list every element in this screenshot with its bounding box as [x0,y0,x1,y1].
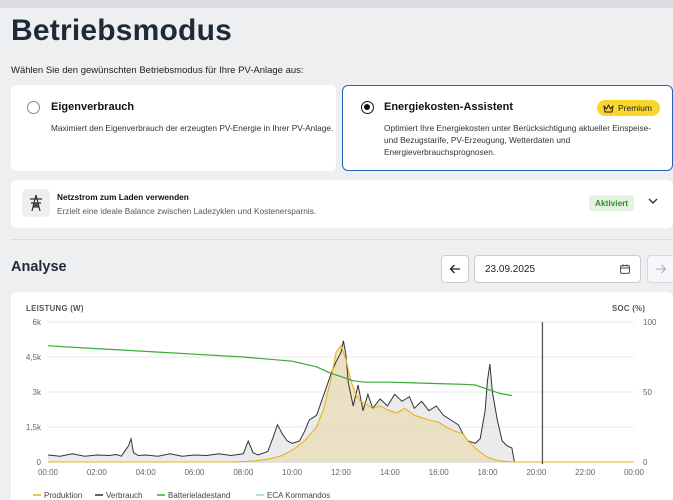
y-left-tick-label: 1,5k [26,423,42,432]
arrow-right-icon [656,264,667,274]
y-left-tick-label: 6k [33,318,42,327]
series-line-produktion [48,344,634,463]
legend-label: Produktion [44,491,82,500]
radio-energiekosten-assistent[interactable] [361,101,374,114]
mode-desc-line: Energieverbrauchsprognosen. [384,147,496,157]
x-tick-label: 16:00 [429,468,450,477]
x-tick-label: 08:00 [233,468,254,477]
x-tick-label: 22:00 [575,468,596,477]
x-tick-label: 00:00 [38,468,59,477]
grid-charge-option[interactable]: Netzstrom zum Laden verwenden Erzielt ei… [11,180,673,228]
legend-label: Batterieladestand [168,491,230,500]
y-left-tick-label: 3k [33,388,42,397]
arrow-left-icon [449,264,460,274]
series-line-batterieladestand [47,345,513,397]
x-tick-label: 14:00 [380,468,401,477]
x-tick-label: 10:00 [282,468,303,477]
mode-desc-energiekosten-assistent: Optimiert Ihre Energiekosten unter Berüc… [384,122,651,158]
grid-option-description: Erzielt eine ideale Balance zwischen Lad… [57,206,317,216]
analysis-title: Analyse [11,259,67,275]
x-tick-label: 20:00 [526,468,547,477]
mode-title-energiekosten-assistent: Energiekosten-Assistent [384,101,513,113]
premium-badge-label: Premium [617,103,652,113]
previous-day-button[interactable] [441,255,469,283]
next-day-button[interactable] [647,255,673,283]
x-tick-label: 04:00 [136,468,157,477]
premium-badge: Premium [596,100,660,116]
power-pylon-icon [30,194,42,212]
analysis-chart-card: LEISTUNG (W) SOC (%) 0 1,5k 3k 4,5k 6k 0 50 100… [11,292,673,500]
chevron-down-icon[interactable] [648,197,658,205]
x-tick-label: 12:00 [331,468,352,477]
x-tick-label: 06:00 [184,468,205,477]
legend-label: Verbrauch [106,491,142,500]
mode-card-energiekosten-assistent[interactable]: Energiekosten-Assistent Premium Optimier… [342,85,673,171]
mode-desc-eigenverbrauch: Maximiert den Eigenverbrauch der erzeugt… [51,123,334,133]
crown-icon [603,104,614,112]
y-left-tick-label: 4,5k [26,353,42,362]
y-right-tick-label: 100 [643,318,657,327]
mode-title-eigenverbrauch: Eigenverbrauch [51,101,135,113]
x-tick-label: 00:00 [624,468,645,477]
mode-desc-line: und Bezugstarife, PV-Erzeugung, Wetterda… [384,135,571,145]
page-subtitle: Wählen Sie den gewünschten Betriebsmodus… [11,65,304,76]
calendar-icon[interactable] [620,264,630,274]
grid-option-title: Netzstrom zum Laden verwenden [57,192,189,202]
section-divider [11,239,673,240]
y-axis-left-title: LEISTUNG (W) [26,304,84,313]
legend-label: ECA Kommandos [267,491,330,500]
y-left-tick-label: 0 [37,458,42,467]
date-picker-input[interactable]: 23.09.2025 [474,255,641,283]
date-value: 23.09.2025 [485,264,536,275]
mode-desc-line: Optimiert Ihre Energiekosten unter Berüc… [384,123,652,133]
radio-eigenverbrauch[interactable] [27,101,40,114]
power-chart[interactable]: 0 1,5k 3k 4,5k 6k 0 50 100 00:00 02:00 04:00 06:00 0… [11,292,673,500]
y-right-tick-label: 50 [643,388,652,397]
mode-card-eigenverbrauch[interactable]: Eigenverbrauch Maximiert den Eigenverbra… [11,85,336,171]
series-area-produktion [48,345,634,462]
top-bar [0,0,673,8]
status-badge: Aktiviert [589,195,635,211]
x-tick-label: 02:00 [87,468,108,477]
y-right-tick-label: 0 [643,458,648,467]
x-tick-label: 18:00 [477,468,498,477]
y-axis-right-title: SOC (%) [612,304,646,313]
pylon-icon-box [22,189,50,217]
page-title: Betriebsmodus [11,14,232,47]
